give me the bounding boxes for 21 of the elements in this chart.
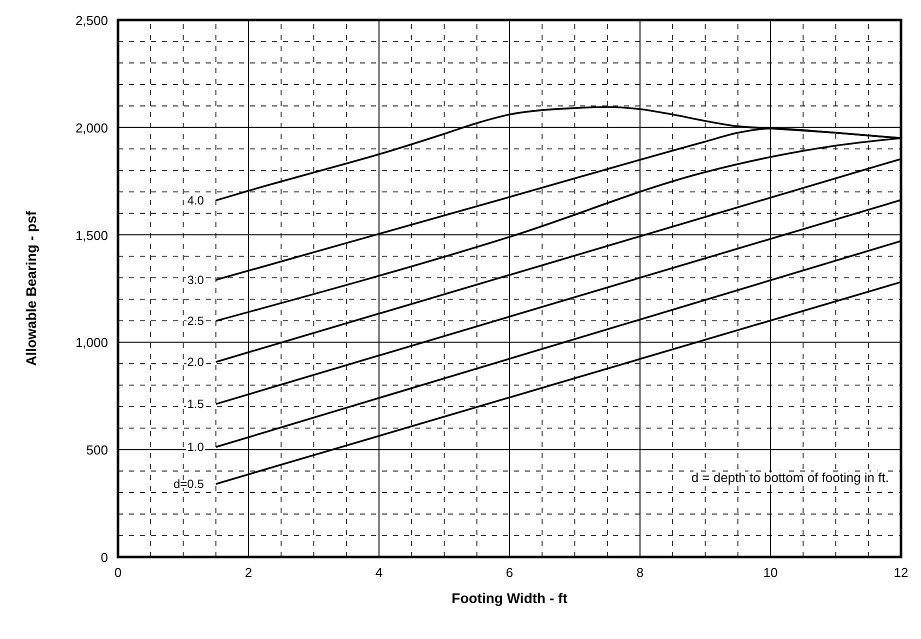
x-tick-label: 2 xyxy=(244,565,252,580)
x-tick-label: 8 xyxy=(636,565,644,580)
y-tick-label: 1,500 xyxy=(75,228,108,243)
y-tick-label: 500 xyxy=(86,442,108,458)
series-label: 4.0 xyxy=(187,193,204,208)
x-tick-label: 10 xyxy=(763,565,778,580)
series-label: 3.0 xyxy=(187,272,204,287)
series-label: 2.5 xyxy=(187,314,204,328)
series-label: d=0.5 xyxy=(174,476,204,491)
x-tick-label: 0 xyxy=(114,565,122,580)
y-tick-label: 1,000 xyxy=(75,335,108,350)
x-tick-label: 4 xyxy=(375,565,383,580)
y-tick-label: 0 xyxy=(100,550,108,565)
y-tick-label: 2,500 xyxy=(75,13,108,28)
x-tick-label: 6 xyxy=(506,565,514,580)
x-axis-title: Footing Width - ft xyxy=(452,590,568,606)
series-label: 1.5 xyxy=(187,397,204,412)
x-tick-label: 12 xyxy=(894,565,908,580)
y-tick-label: 2,000 xyxy=(75,120,108,136)
y-axis-title: Allowable Bearing - psf xyxy=(23,210,39,366)
series-label: 2.0 xyxy=(187,354,204,369)
